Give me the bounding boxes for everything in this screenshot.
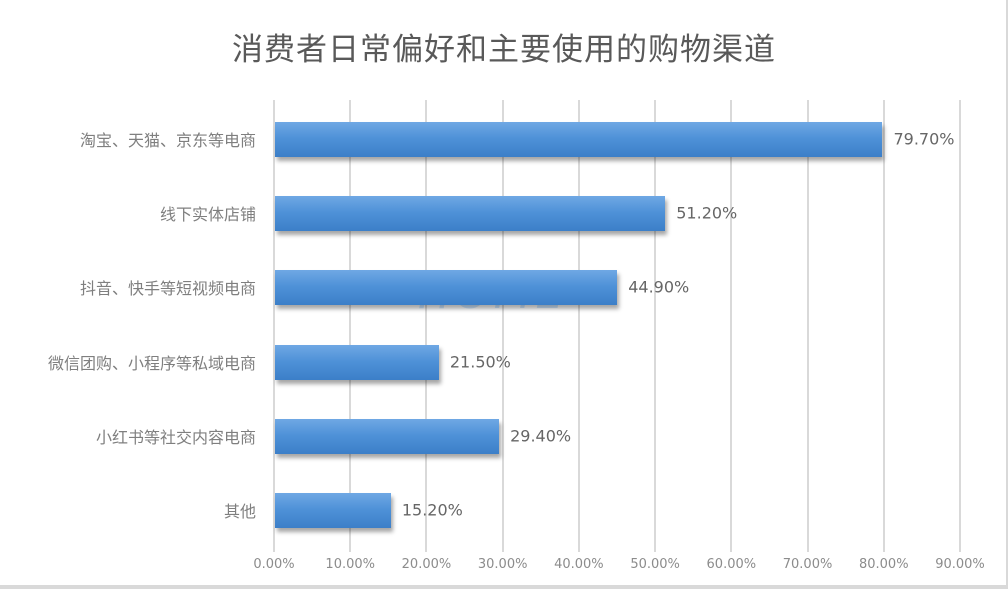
x-tick-label: 70.00% — [782, 557, 833, 572]
gridline — [425, 100, 428, 546]
x-tick — [730, 546, 733, 552]
category-label: 线下实体店铺 — [159, 205, 256, 225]
x-tick — [425, 546, 428, 552]
gridline — [730, 100, 733, 546]
data-label: 79.70% — [893, 129, 955, 149]
data-label: 51.20% — [676, 203, 738, 223]
x-tick — [654, 546, 657, 552]
x-tick-label: 50.00% — [630, 557, 680, 572]
x-tick-label: 90.00% — [935, 557, 985, 572]
data-label: 44.90% — [628, 277, 690, 297]
x-tick-label: 60.00% — [706, 557, 757, 572]
y-axis-line — [273, 100, 275, 546]
x-tick-label: 0.00% — [253, 557, 295, 572]
x-tick-label: 10.00% — [325, 557, 376, 572]
plot-area — [273, 100, 961, 552]
gridline — [349, 100, 352, 546]
x-tick-label: 80.00% — [858, 557, 909, 572]
category-label: 抖音、快手等短视频电商 — [79, 279, 256, 299]
bar — [275, 418, 500, 454]
data-label: 15.20% — [401, 500, 463, 520]
x-tick — [501, 546, 504, 552]
x-tick — [349, 546, 352, 552]
x-tick — [806, 546, 809, 552]
bar — [275, 493, 391, 528]
data-label: 29.40% — [510, 426, 572, 446]
bar — [275, 344, 439, 380]
x-tick — [882, 546, 885, 552]
gridline — [806, 100, 809, 546]
x-tick — [959, 546, 961, 552]
category-label: 小红书等社交内容电商 — [95, 427, 256, 447]
x-tick — [577, 546, 580, 552]
gridline — [882, 100, 885, 546]
bar — [275, 122, 883, 157]
x-tick-label: 30.00% — [477, 557, 528, 572]
category-label: 淘宝、天猫、京东等电商 — [79, 131, 256, 150]
x-tick-label: 40.00% — [554, 557, 604, 572]
x-tick-label: 20.00% — [401, 557, 452, 572]
gridline — [959, 100, 961, 546]
category-label: 其他 — [223, 502, 256, 521]
x-tick — [273, 546, 275, 552]
gridline — [654, 100, 657, 546]
gridline — [577, 100, 580, 546]
gridline — [501, 100, 504, 546]
data-label: 21.50% — [449, 352, 511, 372]
bar — [275, 270, 618, 306]
bar — [275, 196, 666, 232]
chart-title: 消费者日常偏好和主要使用的购物渠道 — [232, 32, 776, 68]
category-label: 微信团购、小程序等私域电商 — [47, 353, 256, 373]
